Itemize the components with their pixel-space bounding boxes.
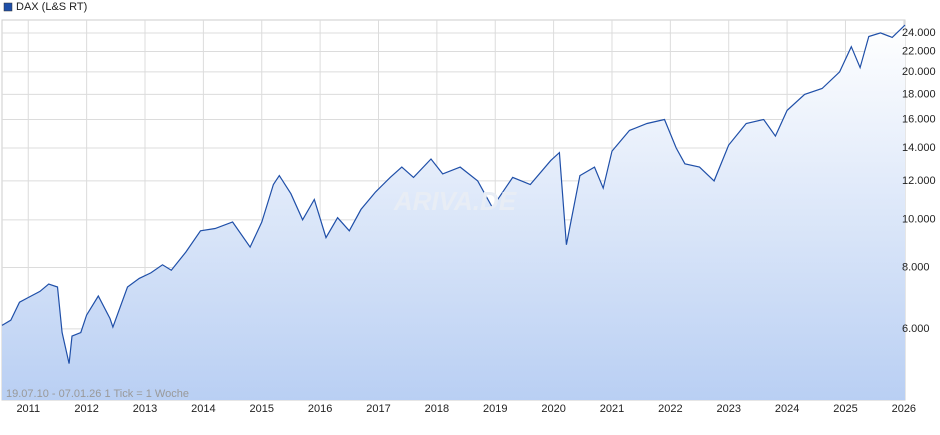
marks [1, 24, 906, 400]
x-tick-label: 2014 [191, 403, 215, 415]
y-tick-label: 12.000 [902, 175, 936, 187]
x-tick-label: 2022 [658, 403, 682, 415]
x-tick-label: 2015 [250, 403, 274, 415]
y-tick-label: 24.000 [902, 27, 936, 39]
x-tick-label: 2025 [833, 403, 857, 415]
x-tick-label: 2019 [483, 403, 507, 415]
y-tick-label: 6.000 [902, 323, 930, 335]
y-tick-label: 8.000 [902, 261, 930, 273]
y-tick-label: 10.000 [902, 214, 936, 226]
x-tick-label: 2026 [892, 403, 916, 415]
x-tick-label: 2020 [541, 403, 565, 415]
x-tick-label: 2021 [600, 403, 624, 415]
x-tick-label: 2016 [308, 403, 332, 415]
x-tick-label: 2011 [16, 403, 40, 415]
area [2, 25, 905, 400]
y-tick-label: 16.000 [902, 113, 936, 125]
y-tick-label: 22.000 [902, 45, 936, 57]
x-tick-label: 2013 [133, 403, 157, 415]
x-tick-label: 2023 [716, 403, 740, 415]
x-tick-label: 2012 [74, 403, 98, 415]
footnote: 19.07.10 - 07.01.26 1 Tick = 1 Woche [6, 388, 189, 400]
line [1, 24, 906, 364]
legend-swatch [3, 2, 13, 12]
x-tick-label: 2017 [366, 403, 390, 415]
y-tick-label: 14.000 [902, 142, 936, 154]
x-tick-label: 2024 [775, 403, 799, 415]
legend-label: DAX (L&S RT) [16, 1, 87, 13]
y-tick-label: 18.000 [902, 88, 936, 100]
watermark: ARIVA.DE [393, 186, 517, 216]
x-tick-label: 2018 [425, 403, 449, 415]
y-tick-label: 20.000 [902, 66, 936, 78]
